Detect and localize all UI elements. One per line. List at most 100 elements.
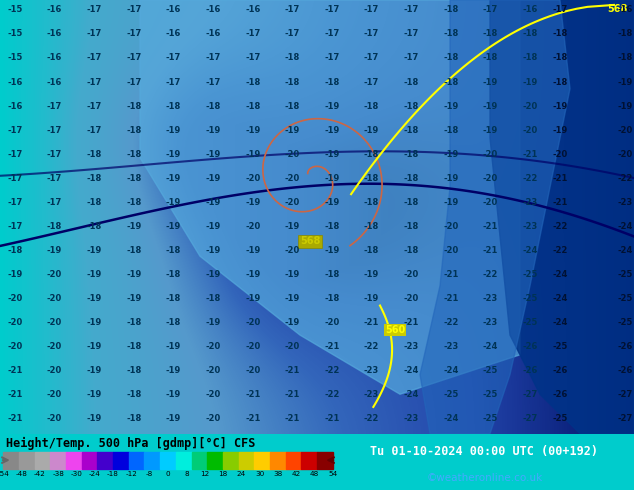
Text: -18: -18: [482, 53, 498, 62]
Bar: [50, 452, 66, 468]
Text: -18: -18: [364, 150, 379, 159]
Text: -20: -20: [47, 318, 62, 327]
Text: -18: -18: [403, 125, 419, 135]
Text: -23: -23: [522, 198, 538, 207]
Text: -17: -17: [205, 77, 221, 87]
Text: 38: 38: [273, 471, 283, 477]
Text: -26: -26: [618, 366, 633, 375]
Text: -19: -19: [285, 222, 300, 231]
Text: -19: -19: [166, 125, 181, 135]
Text: 42: 42: [292, 471, 301, 477]
Text: -18: -18: [618, 29, 633, 38]
Text: -17: -17: [245, 53, 261, 62]
Bar: [254, 452, 270, 468]
Text: -19: -19: [325, 101, 340, 111]
Bar: [19, 452, 35, 468]
Text: -18: -18: [403, 101, 419, 111]
Bar: [207, 452, 223, 468]
Bar: [113, 452, 129, 468]
Text: -25: -25: [552, 342, 567, 351]
Text: -20: -20: [285, 198, 300, 207]
Text: -22: -22: [443, 318, 458, 327]
Text: -18: -18: [245, 101, 261, 111]
Text: -20: -20: [205, 391, 221, 399]
Text: -18: -18: [126, 174, 141, 183]
Text: -17: -17: [126, 29, 141, 38]
Bar: [223, 452, 238, 468]
Text: -17: -17: [482, 5, 498, 14]
Text: -23: -23: [364, 391, 379, 399]
Text: -17: -17: [8, 150, 23, 159]
Text: -19: -19: [285, 294, 300, 303]
Text: -18: -18: [443, 53, 458, 62]
Text: -25: -25: [443, 391, 458, 399]
Text: -19: -19: [285, 270, 300, 279]
Text: -19: -19: [325, 174, 340, 183]
Text: -15: -15: [8, 5, 23, 14]
Polygon shape: [420, 0, 570, 434]
Text: 0: 0: [165, 471, 171, 477]
Text: -19: -19: [205, 174, 221, 183]
Text: -18: -18: [245, 77, 261, 87]
Text: -24: -24: [552, 270, 567, 279]
Text: 568: 568: [300, 237, 320, 246]
Text: -17: -17: [364, 5, 379, 14]
Text: -17: -17: [126, 77, 141, 87]
Text: -20: -20: [285, 174, 300, 183]
Text: -22: -22: [364, 342, 379, 351]
Text: -18: -18: [552, 29, 567, 38]
Text: -19: -19: [245, 150, 261, 159]
Text: -19: -19: [205, 270, 221, 279]
Text: -18: -18: [126, 246, 141, 255]
Text: -18: -18: [285, 53, 300, 62]
Text: -19: -19: [325, 198, 340, 207]
Text: -17: -17: [166, 77, 181, 87]
Bar: [129, 452, 145, 468]
Text: -16: -16: [47, 77, 62, 87]
Text: -17: -17: [403, 29, 419, 38]
Text: -22: -22: [552, 246, 567, 255]
Text: -19: -19: [245, 198, 261, 207]
Text: -17: -17: [166, 53, 181, 62]
Text: -20: -20: [618, 150, 633, 159]
Text: -20: -20: [47, 415, 62, 423]
Text: -20: -20: [245, 318, 261, 327]
Text: -21: -21: [364, 318, 379, 327]
Text: -23: -23: [403, 342, 419, 351]
Text: -20: -20: [403, 294, 419, 303]
Text: -19: -19: [87, 415, 102, 423]
Text: -17: -17: [126, 53, 141, 62]
Text: -19: -19: [205, 222, 221, 231]
Text: -18: -18: [552, 77, 567, 87]
Text: -21: -21: [285, 366, 300, 375]
Text: -20: -20: [285, 246, 300, 255]
Text: -21: -21: [245, 415, 261, 423]
Text: -17: -17: [245, 29, 261, 38]
Text: -18: -18: [126, 366, 141, 375]
Text: -24: -24: [552, 318, 567, 327]
Text: -18: -18: [87, 222, 102, 231]
Text: 8: 8: [184, 471, 189, 477]
Text: -18: -18: [364, 246, 379, 255]
Text: -20: -20: [285, 342, 300, 351]
Text: -19: -19: [285, 318, 300, 327]
Text: -22: -22: [324, 391, 340, 399]
Text: -18: -18: [443, 5, 458, 14]
Text: -21: -21: [403, 318, 419, 327]
Text: ©weatheronline.co.uk: ©weatheronline.co.uk: [426, 472, 543, 483]
Text: -25: -25: [522, 270, 538, 279]
Text: -19: -19: [205, 150, 221, 159]
Text: -20: -20: [245, 174, 261, 183]
Text: -21: -21: [324, 415, 340, 423]
Text: -24: -24: [403, 391, 419, 399]
Text: -20: -20: [482, 174, 498, 183]
Bar: [176, 452, 191, 468]
Text: -18: -18: [126, 150, 141, 159]
Text: -19: -19: [482, 125, 498, 135]
Text: -20: -20: [8, 342, 23, 351]
Text: -24: -24: [403, 366, 419, 375]
Text: -18: -18: [126, 391, 141, 399]
Text: -18: -18: [126, 415, 141, 423]
Text: -19: -19: [166, 415, 181, 423]
Text: -16: -16: [165, 29, 181, 38]
